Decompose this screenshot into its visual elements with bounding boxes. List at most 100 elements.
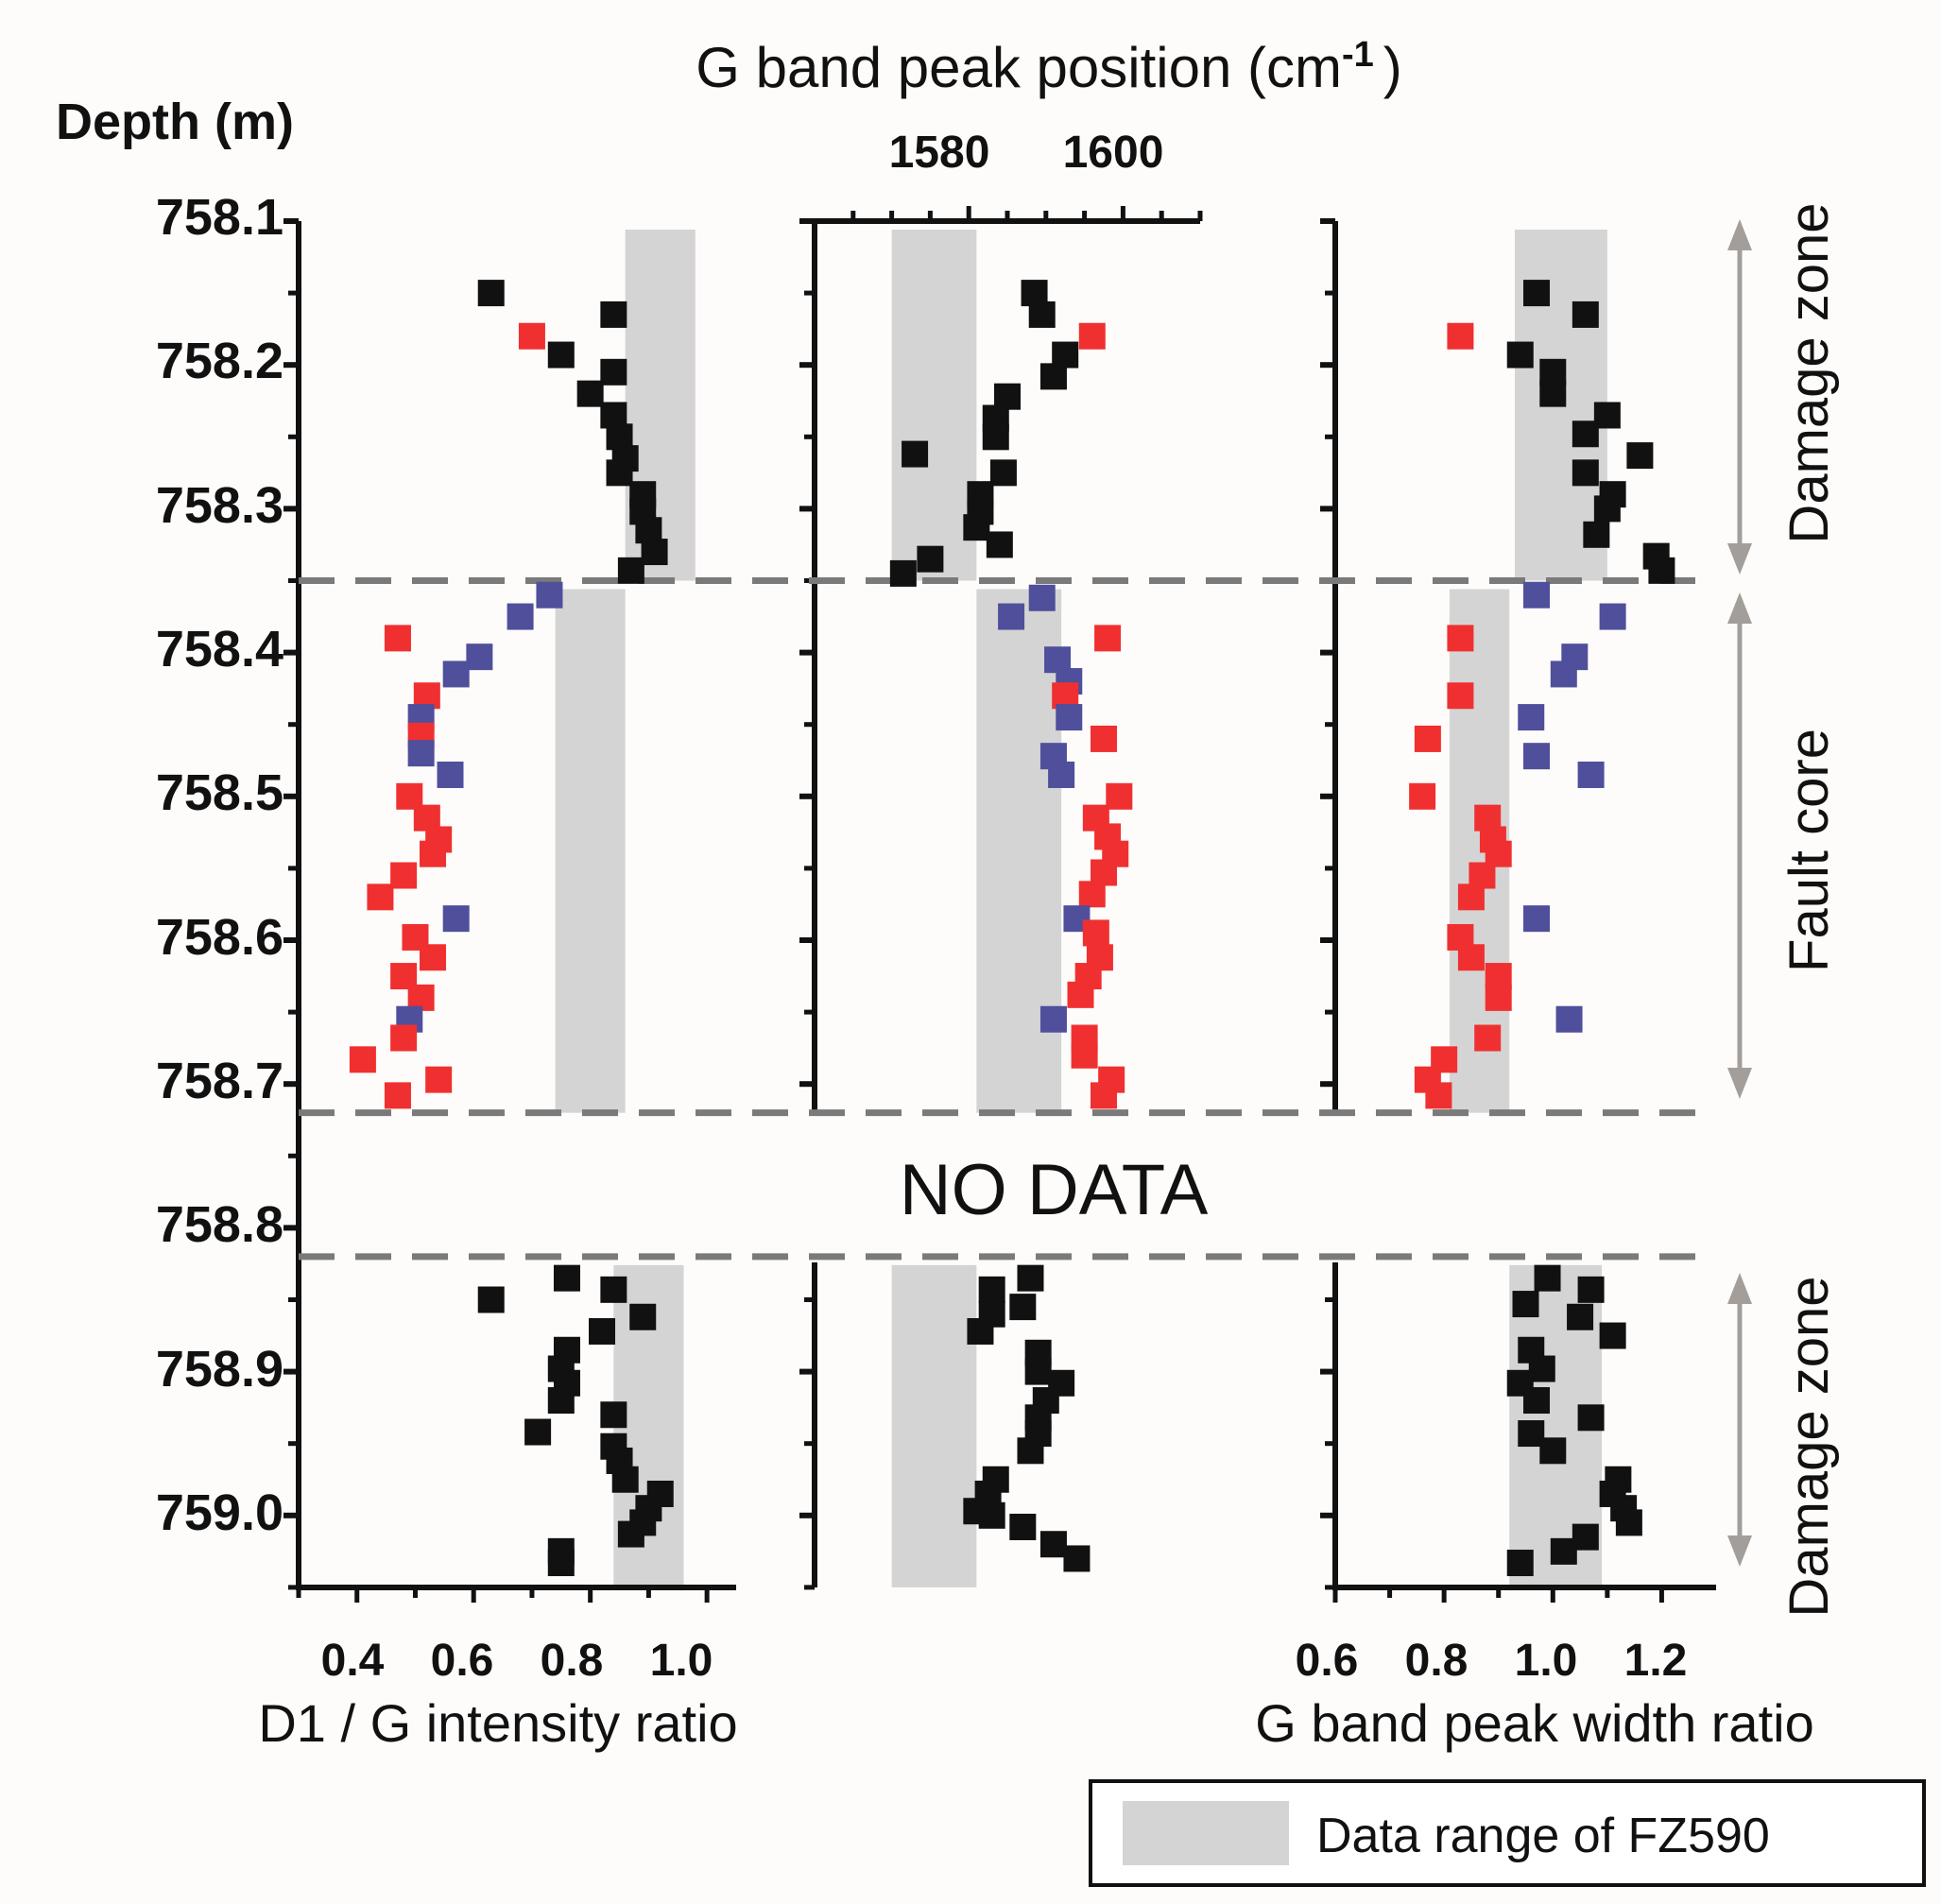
zone-arrow-damage-top xyxy=(1727,219,1752,575)
gpos-point-red xyxy=(1082,919,1109,947)
gpos-shaded-range xyxy=(891,1264,977,1587)
gpos-point-blue xyxy=(1048,761,1075,788)
gwidth-point-black xyxy=(1572,300,1599,328)
gpos-point-red xyxy=(1078,881,1106,908)
gpos-tick-label: 1600 xyxy=(1063,128,1164,178)
gpos-point-blue xyxy=(1028,584,1056,611)
depth-tick-label: 758.7 xyxy=(156,1053,283,1109)
data-points xyxy=(349,280,1675,1577)
gpos-tick-label: 1580 xyxy=(889,128,990,178)
gwidth-point-red xyxy=(1414,725,1441,752)
gwidth-point-red xyxy=(1457,944,1485,971)
depth-tick-label: 759.0 xyxy=(156,1484,283,1541)
gwidth-point-black xyxy=(1615,1509,1642,1536)
gpos-point-red xyxy=(1078,322,1106,350)
gwidth-point-blue xyxy=(1599,603,1626,630)
depth-axis-title: Depth (m) xyxy=(56,94,294,150)
depth-tick-label: 758.5 xyxy=(156,764,283,821)
d1g-point-red xyxy=(349,1046,376,1073)
gwidth-tick-label: 1.0 xyxy=(1515,1636,1578,1686)
gwidth-point-red xyxy=(1485,984,1512,1011)
d1g-point-black xyxy=(600,1401,627,1429)
d1g-point-black xyxy=(589,1317,616,1345)
d1g-axis-title: D1 / G intensity ratio xyxy=(258,1693,737,1753)
gwidth-point-black xyxy=(1550,1537,1577,1565)
gwidth-point-red xyxy=(1447,322,1474,350)
d1g-point-black xyxy=(617,1520,644,1548)
zone-label-damage-top: Damage zone xyxy=(1778,202,1840,543)
gwidth-point-red xyxy=(1457,883,1485,911)
gpos-point-black xyxy=(967,1317,994,1345)
gpos-point-blue xyxy=(1056,704,1083,731)
gpos-point-black xyxy=(902,440,929,468)
d1g-point-black xyxy=(600,358,627,386)
gpos-point-blue xyxy=(1039,1005,1067,1033)
gwidth-point-black xyxy=(1523,280,1551,307)
d1g-point-black xyxy=(477,1286,505,1313)
d1g-point-black xyxy=(641,539,668,566)
gwidth-tick-label: 0.8 xyxy=(1405,1636,1469,1686)
gpos-point-black xyxy=(889,559,917,587)
gpos-point-black xyxy=(1017,1264,1044,1292)
d1g-point-red xyxy=(419,840,446,867)
gpos-point-red xyxy=(1091,725,1117,752)
d1g-tick-label: 1.0 xyxy=(650,1636,713,1686)
axis-ticks xyxy=(283,206,1664,1603)
zone-arrow-damage-bottom xyxy=(1727,1273,1752,1567)
depth-tick-label: 758.1 xyxy=(156,189,283,246)
d1g-point-black xyxy=(524,1418,552,1446)
d1g-point-blue xyxy=(442,905,470,933)
zone-arrow-fault-core xyxy=(1727,592,1752,1099)
d1g-point-black xyxy=(600,300,627,328)
depth-tick-label: 758.4 xyxy=(156,621,283,678)
gwidth-point-black xyxy=(1599,1322,1626,1349)
d1g-point-black xyxy=(611,1466,639,1493)
gpos-point-blue xyxy=(998,603,1025,630)
depth-tick-label: 758.6 xyxy=(156,909,283,966)
gwidth-point-blue xyxy=(1523,905,1551,933)
gwidth-point-black xyxy=(1572,420,1599,448)
gpos-point-black xyxy=(1009,1513,1037,1540)
gpos-point-black xyxy=(1039,1531,1067,1558)
gpos-point-red xyxy=(1091,1082,1117,1109)
d1g-tick-label: 0.4 xyxy=(321,1636,385,1686)
legend-label: Data range of FZ590 xyxy=(1316,1809,1770,1863)
d1g-point-red xyxy=(390,1024,418,1052)
gwidth-point-blue xyxy=(1550,660,1577,688)
gpos-point-red xyxy=(1071,1041,1098,1069)
gwidth-tick-labels: 0.6 0.8 1.0 1.2 xyxy=(1296,1636,1688,1686)
d1g-point-black xyxy=(477,280,505,307)
d1g-point-red xyxy=(384,625,411,652)
gpos-point-black xyxy=(1039,363,1067,390)
gpos-point-black xyxy=(978,1276,1005,1303)
gwidth-axis-title: G band peak width ratio xyxy=(1255,1693,1813,1753)
gpos-axis-title-close: ) xyxy=(1383,36,1402,99)
d1g-point-black xyxy=(629,1303,657,1330)
gwidth-point-black xyxy=(1512,1291,1539,1318)
gwidth-point-black xyxy=(1626,442,1654,470)
gpos-point-black xyxy=(1028,300,1056,328)
d1g-point-red xyxy=(518,322,545,350)
d1g-point-red xyxy=(390,862,418,889)
d1g-tick-labels: 0.4 0.6 0.8 1.0 xyxy=(321,1636,713,1686)
zone-label-fault-core: Fault core xyxy=(1778,729,1840,972)
axis-spines xyxy=(296,218,1716,1590)
gwidth-point-black xyxy=(1593,495,1621,523)
depth-tick-label: 758.3 xyxy=(156,477,283,534)
gwidth-point-blue xyxy=(1518,704,1545,731)
gpos-point-red xyxy=(1067,981,1094,1008)
gpos-point-black xyxy=(1024,1358,1052,1385)
zone-arrows xyxy=(1727,219,1752,1567)
d1g-tick-label: 0.6 xyxy=(431,1636,494,1686)
gwidth-point-black xyxy=(1577,1276,1605,1303)
gpos-axis-title: G band peak position (cm-1) xyxy=(696,35,1401,99)
gwidth-point-red xyxy=(1447,625,1474,652)
gpos-point-black xyxy=(1063,1545,1091,1572)
gwidth-point-black xyxy=(1539,380,1567,407)
gpos-shaded-range xyxy=(891,230,977,581)
d1g-point-blue xyxy=(407,740,435,767)
d1g-point-red xyxy=(425,1066,453,1093)
d1g-point-blue xyxy=(536,581,563,609)
legend: Data range of FZ590 xyxy=(1089,1779,1926,1887)
no-data-label: NO DATA xyxy=(900,1150,1209,1230)
